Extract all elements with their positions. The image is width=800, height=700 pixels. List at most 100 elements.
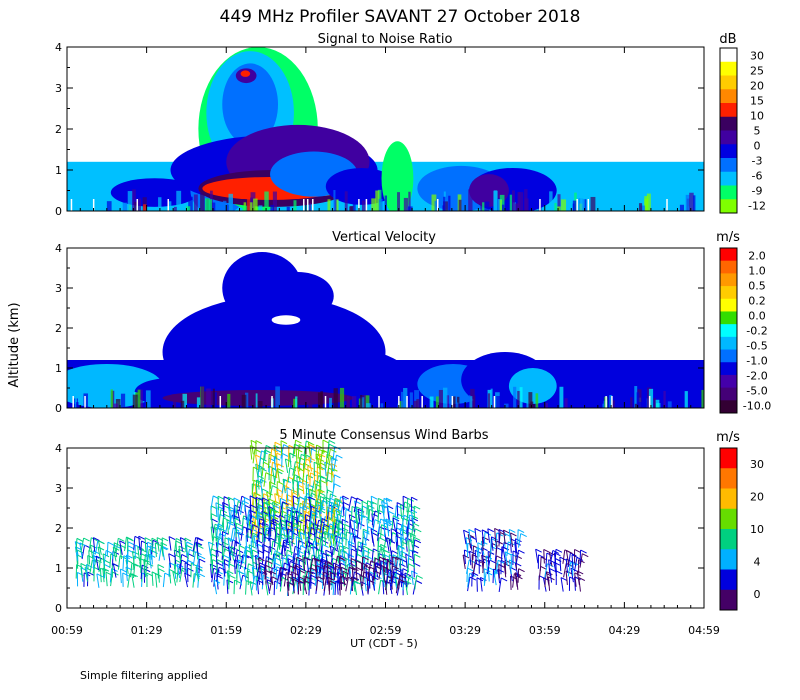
colorbar-swatch: [720, 273, 737, 287]
colorbar-label: 20: [750, 491, 764, 504]
wind-barb: [298, 567, 301, 583]
wind-barb: [285, 494, 288, 509]
wind-barb: [469, 551, 472, 566]
y-tick-label: 4: [55, 242, 62, 255]
wind-barb-flag: [295, 439, 302, 444]
wind-barb-flag: [197, 537, 204, 541]
wind-barb: [245, 580, 247, 595]
wind-barb: [273, 550, 276, 565]
speckle: [346, 397, 350, 408]
wind-barb: [327, 523, 331, 538]
wind-barb-flag: [268, 453, 276, 458]
speckle: [255, 393, 258, 408]
wind-barb: [357, 509, 361, 524]
wind-barb-flag: [354, 571, 361, 576]
wind-barb: [406, 498, 409, 513]
wind-barb-flag: [217, 495, 225, 500]
wind-barb-flag: [325, 549, 332, 554]
speckle: [364, 395, 370, 408]
wind-barb: [283, 542, 286, 557]
x-tick-label: 04:59: [688, 624, 720, 637]
wind-barb-flag: [122, 572, 129, 577]
wind-barb-flag: [219, 527, 226, 532]
wind-barb: [378, 556, 382, 571]
wind-barb: [337, 496, 342, 511]
wind-barb-flag: [397, 513, 404, 518]
x-tick-label: 01:29: [131, 624, 163, 637]
data-gap: [306, 199, 309, 211]
speckle: [137, 198, 142, 211]
wind-barb: [354, 500, 358, 515]
wind-barb: [543, 549, 545, 564]
wind-barb: [303, 458, 307, 474]
wind-barb: [216, 523, 219, 538]
wind-barb: [154, 542, 157, 557]
wind-barb-flag: [274, 493, 281, 498]
wind-barb-plot: 0 1 2 3 4: [55, 439, 705, 615]
wind-barb: [467, 534, 472, 549]
wind-barb-flag: [308, 456, 315, 461]
speckle: [360, 394, 363, 408]
speckle: [449, 387, 453, 408]
speckle: [679, 204, 685, 211]
wind-barb-flag: [134, 535, 142, 540]
wind-barb-flag: [102, 567, 110, 572]
wind-barb: [292, 466, 297, 481]
wind-barb: [510, 554, 513, 569]
wind-barb: [332, 446, 336, 461]
speckle: [200, 192, 205, 211]
wind-barb-flag: [411, 496, 418, 501]
wind-barb-flag: [215, 526, 222, 531]
wind-barb-flag: [306, 541, 314, 546]
wind-barb-flag: [260, 467, 267, 472]
speckle: [409, 392, 413, 408]
wind-barb: [269, 485, 273, 500]
wind-barb: [269, 570, 274, 586]
wind-barb: [360, 515, 364, 530]
wind-barb-flag: [342, 501, 350, 506]
wind-barb: [366, 500, 369, 515]
wind-barb-flag: [407, 497, 414, 502]
wind-barb: [333, 566, 337, 581]
speckle: [693, 195, 696, 211]
wind-barb: [495, 532, 498, 547]
wind-barb-flag: [320, 496, 327, 500]
wind-barb: [279, 501, 284, 516]
wind-barb-flag: [371, 576, 379, 581]
colorbar-label: 0.0: [748, 310, 766, 323]
wind-barb: [371, 548, 374, 563]
wind-barb: [571, 554, 574, 569]
wind-barb-flag: [119, 540, 126, 545]
wind-barb-flag: [274, 441, 282, 446]
wind-barb: [282, 526, 287, 542]
wind-barb-flag: [520, 533, 527, 538]
wind-barb: [359, 574, 363, 589]
wind-barb-flag: [392, 517, 400, 522]
y-tick-label: 1: [55, 164, 62, 177]
wind-barb-flag: [151, 537, 159, 542]
wind-barb-flag: [342, 545, 350, 550]
speckle: [371, 198, 376, 211]
wind-barb: [297, 540, 300, 555]
wind-barb: [325, 454, 328, 469]
wind-barb-flag: [237, 554, 245, 559]
wind-barb: [297, 444, 300, 459]
wind-barb: [401, 515, 405, 530]
wind-barb: [251, 549, 254, 564]
wind-barb-flag: [157, 564, 165, 568]
wind-barb-flag: [409, 532, 417, 537]
wind-barb-flag: [378, 537, 386, 542]
wind-barb: [260, 468, 263, 483]
wind-barb: [565, 570, 568, 585]
wind-barb-flag: [331, 457, 338, 461]
wind-barb-flag: [391, 550, 399, 555]
speckle: [681, 389, 684, 408]
wind-barb: [250, 524, 253, 539]
y-tick-label: 0: [55, 602, 62, 615]
y-tick-label: 3: [55, 482, 62, 495]
wind-barb: [262, 502, 265, 517]
wind-barb-flag: [198, 555, 206, 560]
wind-barb: [241, 549, 246, 564]
wind-barb-flag: [555, 548, 563, 553]
wind-barb: [315, 576, 319, 591]
